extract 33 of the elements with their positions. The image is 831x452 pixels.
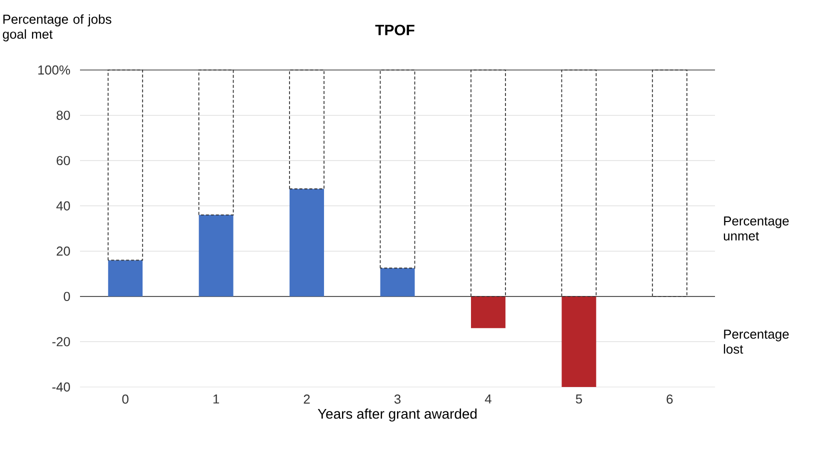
x-tick-label: 1: [213, 394, 220, 404]
text: Percentage unmet: [724, 216, 789, 240]
x-tick-label: 0: [122, 394, 128, 404]
y-tick-label: 20: [56, 246, 70, 256]
text: Percentage lost: [724, 330, 789, 354]
y-tick-label: 40: [56, 201, 70, 210]
y-tick-label: 60: [56, 156, 70, 166]
y-tick-label: 100%: [38, 65, 70, 75]
x-tick-label: 6: [666, 394, 673, 404]
x-tick-label: 4: [484, 394, 492, 404]
x-tick-label: 5: [576, 394, 582, 404]
bar: [652, 70, 688, 297]
bar: [290, 188, 324, 296]
y-tick-label: -20: [52, 337, 70, 346]
bar: [561, 70, 597, 297]
x-tick-label: 3: [394, 394, 401, 404]
y-tick-label: -40: [52, 382, 70, 392]
bar: [198, 70, 234, 216]
bar: [380, 268, 415, 296]
y-tick-label: 0: [64, 292, 70, 302]
bar: [198, 214, 234, 296]
bar: [470, 70, 506, 297]
x-tick-label: 2: [304, 394, 310, 404]
bar: [380, 70, 416, 269]
x-axis-title: Years after grant awarded: [318, 408, 477, 422]
y-tick-label: 80: [56, 110, 70, 120]
bar: [289, 70, 324, 190]
y-axis-title: Percentage of jobs goal met: [2, 14, 112, 42]
bar: [562, 296, 596, 387]
bar: [470, 296, 506, 328]
bar: [108, 260, 143, 296]
bar: [108, 70, 144, 261]
chart-title: TPOF: [375, 24, 414, 36]
